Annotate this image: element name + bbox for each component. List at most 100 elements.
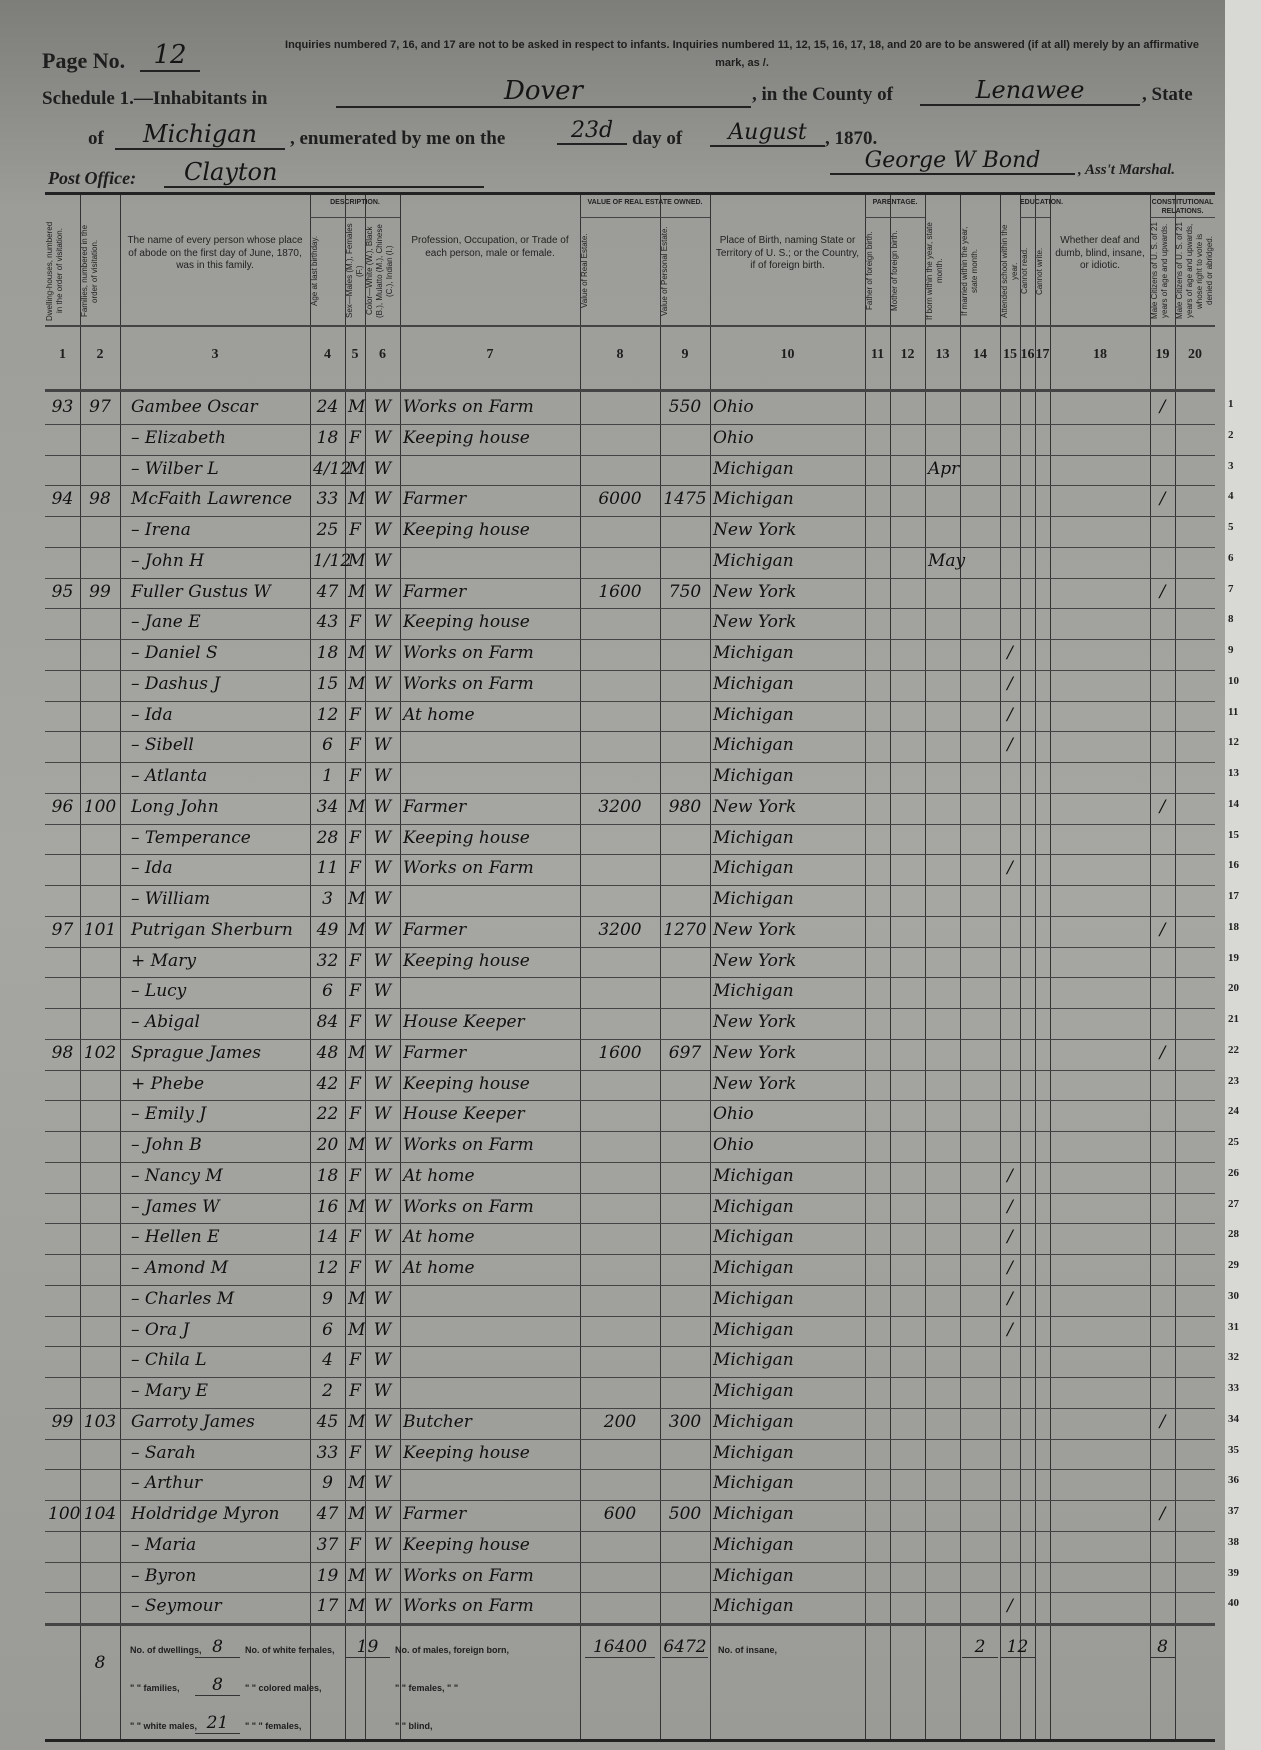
cell-sex: F xyxy=(349,1442,361,1463)
cell-c15: / xyxy=(1007,1196,1013,1217)
row-divider xyxy=(45,1407,1215,1409)
cell-color: W xyxy=(373,1258,392,1278)
cell-name: – Emily J xyxy=(131,1104,207,1125)
cell-sex: M xyxy=(348,796,366,817)
cell-sex: F xyxy=(349,1258,361,1278)
cell-re: 1600 xyxy=(598,581,642,602)
column-number-8: 8 xyxy=(616,347,624,362)
cell-color: W xyxy=(373,489,392,510)
cell-birth: Ohio xyxy=(713,1135,754,1155)
row-divider xyxy=(45,423,1215,425)
row-number: 13 xyxy=(1228,767,1239,779)
column-header-6: Color—White (W.), Black (B.), Mulatto (M… xyxy=(365,224,394,318)
cell-pe: 500 xyxy=(668,1504,702,1524)
cell-occ: Keeping house xyxy=(403,520,530,540)
row-number: 30 xyxy=(1228,1289,1239,1302)
cell-sex: M xyxy=(348,673,366,694)
cell-name: + Mary xyxy=(131,950,196,971)
cell-c13: May xyxy=(928,550,966,571)
cell-color: W xyxy=(373,766,392,786)
cell-age: 20 xyxy=(316,1135,339,1155)
column-divider xyxy=(710,195,711,1739)
cell-age: 84 xyxy=(316,1012,339,1032)
summary-label: " " white males, xyxy=(130,1721,198,1731)
cell-c15: / xyxy=(1007,643,1013,663)
row-divider xyxy=(45,1008,1215,1009)
cell-sex: F xyxy=(349,427,361,448)
cell-occ: House Keeper xyxy=(403,1012,525,1032)
summary-value: 6472 xyxy=(662,1637,708,1658)
column-number-19: 19 xyxy=(1155,347,1170,362)
cell-name: Holdridge Myron xyxy=(131,1504,280,1524)
cell-birth: Michigan xyxy=(713,550,794,571)
footer-divider xyxy=(45,1623,1215,1626)
column-divider xyxy=(120,195,121,1739)
row-number: 8 xyxy=(1228,613,1234,626)
cell-birth: New York xyxy=(713,612,797,633)
cell-color: W xyxy=(373,643,392,663)
cell-c19: / xyxy=(1159,397,1166,417)
row-divider xyxy=(45,762,1215,763)
cell-d: 97 xyxy=(51,919,74,940)
cell-color: W xyxy=(373,1135,392,1155)
county-value: Lenawee xyxy=(920,76,1140,106)
cell-sex: M xyxy=(348,889,366,909)
cell-name: Long John xyxy=(131,796,219,817)
cell-sex: F xyxy=(349,704,361,725)
cell-re: 200 xyxy=(603,1411,637,1432)
cell-name: – Hellen E xyxy=(131,1227,220,1248)
row-number: 2 xyxy=(1228,428,1234,441)
cell-age: 9 xyxy=(322,1288,333,1309)
cell-birth: Michigan xyxy=(713,489,794,510)
cell-age: 37 xyxy=(316,1534,339,1555)
column-number-20: 20 xyxy=(1188,347,1202,362)
numbers-divider xyxy=(45,389,1215,392)
cell-birth: Michigan xyxy=(713,1227,794,1248)
cell-sex: F xyxy=(349,1381,361,1401)
summary-value: 19 xyxy=(345,1637,390,1658)
cell-sex: M xyxy=(348,1596,366,1617)
cell-color: W xyxy=(373,1165,392,1186)
instructions-note: Inquiries numbered 7, 16, and 17 are not… xyxy=(285,39,1199,69)
cell-d: 98 xyxy=(51,1042,74,1063)
cell-name: – Temperance xyxy=(131,827,251,848)
group-header-education: Education. xyxy=(1020,199,1064,206)
column-header-4: Age at last birthday. xyxy=(310,235,319,307)
cell-sex: F xyxy=(349,1165,361,1186)
row-number: 10 xyxy=(1228,674,1239,687)
cell-name: – Ora J xyxy=(131,1319,190,1340)
marshal-signature: George W Bond xyxy=(830,148,1075,175)
cell-age: 33 xyxy=(316,1442,339,1463)
cell-sex: M xyxy=(348,643,366,663)
cell-f: 100 xyxy=(83,796,117,817)
cell-sex: M xyxy=(348,581,366,602)
column-header-7: Profession, Occupation, or Trade of each… xyxy=(411,235,569,259)
column-number-6: 6 xyxy=(379,347,386,362)
cell-sex: F xyxy=(349,612,361,633)
cell-age: 16 xyxy=(316,1196,339,1217)
cell-age: 18 xyxy=(316,1165,339,1186)
cell-age: 18 xyxy=(316,643,339,663)
column-divider xyxy=(1050,195,1051,1739)
cell-birth: New York xyxy=(713,796,797,817)
group-header-description: Description. xyxy=(330,199,380,206)
cell-age: 9 xyxy=(322,1473,333,1494)
cell-d: 96 xyxy=(51,796,74,817)
cell-birth: New York xyxy=(713,1012,797,1032)
cell-birth: Ohio xyxy=(713,397,754,417)
cell-name: – Byron xyxy=(131,1565,197,1586)
row-number: 40 xyxy=(1228,1597,1239,1610)
cell-age: 1/12 xyxy=(313,550,352,571)
cell-re: 3200 xyxy=(598,919,642,940)
cell-birth: Michigan xyxy=(713,858,794,879)
column-header-11: Father of foreign birth. xyxy=(865,231,874,311)
summary-value: 8 xyxy=(1150,1637,1175,1658)
cell-sex: M xyxy=(348,1565,366,1586)
cell-c15: / xyxy=(1007,1319,1013,1340)
row-divider xyxy=(45,915,1215,917)
cell-age: 47 xyxy=(316,581,339,602)
row-number: 39 xyxy=(1228,1566,1239,1579)
row-divider xyxy=(45,1069,1215,1071)
cell-color: W xyxy=(373,1073,392,1094)
cell-occ: Works on Farm xyxy=(403,1565,534,1586)
